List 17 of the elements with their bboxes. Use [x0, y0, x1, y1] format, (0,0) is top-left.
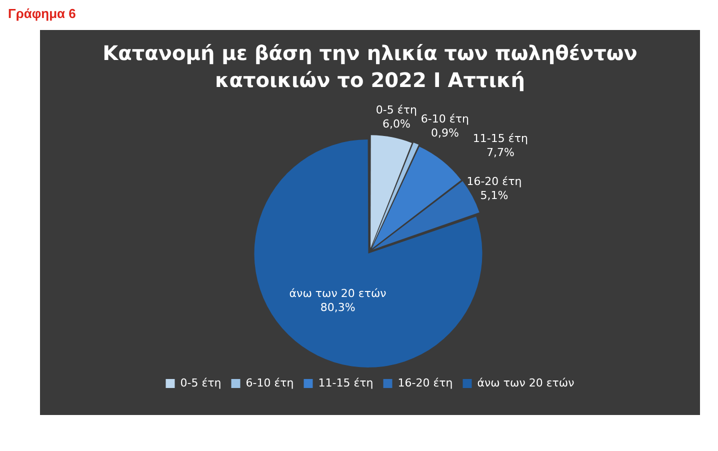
legend-label: 11-15 έτη — [318, 376, 374, 390]
data-label: 6,0% — [382, 117, 410, 130]
legend-label: 0-5 έτη — [180, 376, 222, 390]
slice-label: 11-15 έτη — [472, 132, 528, 145]
slice-label: 6-10 έτη — [420, 112, 469, 126]
legend-label: άνω των 20 ετών — [477, 376, 574, 390]
data-label: 80,3% — [320, 301, 356, 314]
slice-label: 16-20 έτη — [466, 175, 522, 188]
data-label: 0,9% — [430, 126, 459, 140]
slice-label: 0-5 έτη — [376, 103, 417, 116]
chart-title: Κατανομή με βάση την ηλικία των πωληθέντων κατοικιών το 2022 I Αττική — [102, 40, 638, 94]
legend-label: 6-10 έτη — [246, 376, 294, 390]
data-label: 7,7% — [486, 146, 514, 159]
legend-label: 16-20 έτη — [398, 376, 453, 390]
text: Γράφημα 6 — [8, 6, 76, 21]
data-label: 5,1% — [480, 189, 508, 202]
slice-label: άνω των 20 ετών — [289, 287, 386, 300]
